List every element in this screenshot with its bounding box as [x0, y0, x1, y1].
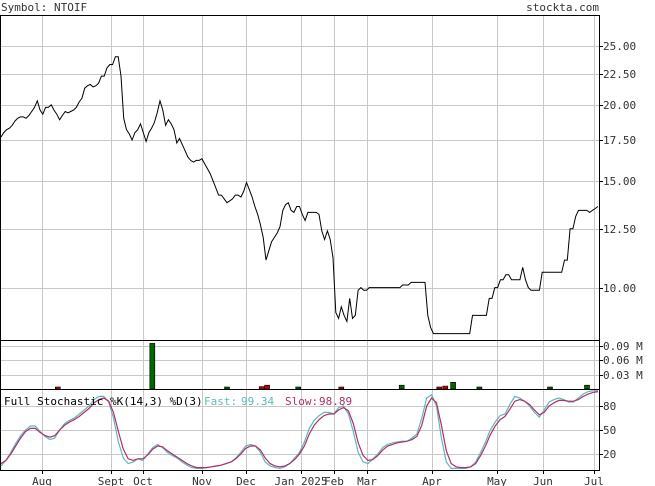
volume-bar-4 — [264, 384, 270, 390]
site-name: stockta.com — [526, 1, 599, 14]
slow-value: 98.89 — [319, 395, 352, 408]
stochastic-tick-label-1: 50 — [603, 424, 616, 437]
month-tick-label-11: Jul — [584, 475, 604, 486]
stochastic-axis: 80 50 20 — [599, 400, 616, 461]
price-tick-label-0: 25.00 — [603, 40, 636, 53]
volume-bar-8 — [436, 386, 443, 390]
volume-tick-label-0: 0.09 M — [603, 340, 643, 353]
price-series — [0, 56, 599, 335]
price-panel — [0, 15, 600, 341]
month-tick-label-8: Apr — [422, 475, 442, 486]
month-tick-label-4: Dec — [236, 475, 256, 486]
fast-value: 99.34 — [241, 395, 274, 408]
volume-bar-3 — [258, 386, 265, 390]
volume-tick-label-2: 0.03 M — [603, 369, 643, 382]
price-axis: 25.00 22.50 20.00 17.50 15.00 12.50 10.00 — [599, 40, 636, 295]
stochastic-tick-label-2: 20 — [603, 448, 616, 461]
price-tick-label-2: 20.00 — [603, 99, 636, 112]
volume-bar-0 — [54, 386, 61, 390]
volume-bar-6 — [338, 386, 345, 390]
price-tick-label-3: 17.50 — [603, 134, 636, 147]
volume-bar-13 — [584, 384, 590, 390]
month-tick-label-0: Aug — [32, 475, 52, 486]
stochastic-series — [0, 390, 599, 470]
volume-bar-9 — [442, 385, 449, 390]
price-tick-label-1: 22.50 — [603, 68, 636, 81]
volume-bar-7 — [398, 384, 405, 390]
volume-bar-2 — [224, 386, 230, 390]
stochastic-tick-label-0: 80 — [603, 400, 616, 413]
fast-label: Fast: — [204, 395, 237, 408]
volume-panel — [0, 340, 600, 390]
slow-label: Slow: — [285, 395, 318, 408]
month-tick-label-5: Jan 2025 — [275, 475, 328, 486]
price-tick-label-6: 10.00 — [603, 282, 636, 295]
volume-bar-1 — [149, 343, 156, 390]
month-tick-label-9: May — [487, 475, 507, 486]
price-tick-label-5: 12.50 — [603, 223, 636, 236]
volume-bar-5 — [295, 386, 302, 390]
volume-bar-10 — [450, 381, 456, 390]
price-tick-label-4: 15.00 — [603, 175, 636, 188]
stochastic-slow-line — [0, 391, 599, 469]
stochastic-title: Full Stochastic %K(14,3) %D(3) — [4, 395, 203, 408]
month-tick-label-10: Jun — [533, 475, 553, 486]
month-tick-label-2: Oct — [133, 475, 153, 486]
month-tick-label-3: Nov — [192, 475, 212, 486]
volume-axis: 0.09 M0.06 M 0.03 M — [599, 340, 643, 382]
month-tick-label-7: Mar — [357, 475, 377, 486]
volume-bars — [54, 343, 590, 390]
volume-bar-12 — [547, 386, 553, 390]
price-line — [0, 56, 599, 335]
volume-bar-11 — [476, 386, 483, 390]
volume-tick-label-1: 0.06 M — [603, 354, 643, 367]
symbol-label: Symbol: NTOIF — [1, 1, 87, 14]
month-tick-label-1: Sept — [98, 475, 125, 486]
grid-lines — [1, 16, 599, 470]
month-tick-label-6: Feb — [324, 475, 344, 486]
stochastic-fast-line — [0, 390, 598, 470]
